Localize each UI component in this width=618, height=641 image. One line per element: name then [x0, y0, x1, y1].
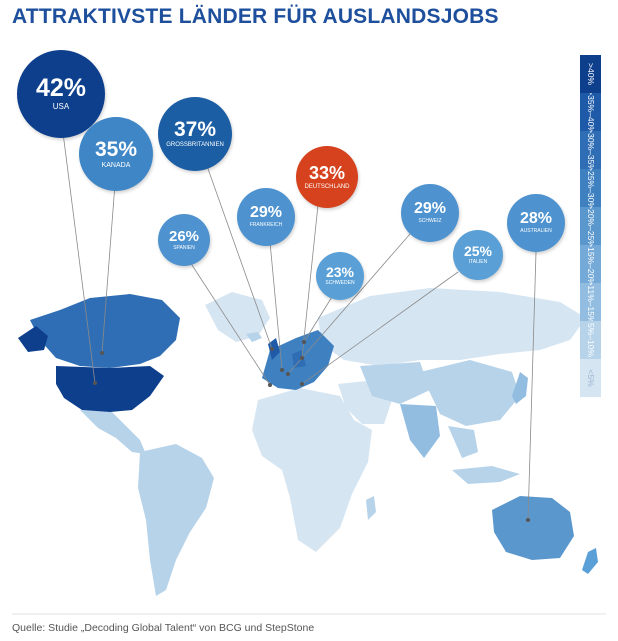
leader-it [301, 271, 459, 385]
bubble-es-pct: 26% [168, 227, 200, 245]
bubble-it-label: ITALIEN [468, 259, 488, 266]
southeast-asia [448, 426, 478, 458]
australia-shape [492, 496, 574, 560]
mexico-central-america [80, 410, 146, 454]
leader-gb [206, 165, 273, 350]
bubble-kanada-label: KANADA [101, 161, 131, 169]
bubble-ch-pct: 29% [413, 200, 447, 218]
bubble-it: 25% ITALIEN [453, 230, 503, 280]
legend-item: <5% [580, 359, 601, 397]
bubble-fr: 29% FRANKREICH [237, 188, 295, 246]
bubble-usa: 42% USA [17, 50, 105, 138]
bubble-fr-pct: 29% [249, 204, 283, 222]
leader-usa [61, 124, 96, 384]
central-asia [360, 362, 430, 404]
bubble-ch: 29% SCHWEIZ [401, 184, 459, 242]
leader-lines [61, 124, 537, 521]
bubble-es: 26% SPANIEN [158, 214, 210, 266]
legend-item: >40% [580, 55, 601, 93]
africa [252, 388, 372, 552]
leader-dots [93, 340, 530, 522]
leader-au [527, 251, 537, 521]
japan [512, 372, 528, 404]
leader-ch [287, 233, 411, 375]
canada-shape [30, 294, 180, 368]
bubble-gb-label: GROSSBRITANNIEN [166, 142, 224, 149]
bubble-it-pct: 25% [463, 243, 493, 260]
dot-es [268, 383, 272, 387]
bubble-gb: 37% GROSSBRITANNIEN [158, 97, 232, 171]
china [420, 360, 520, 426]
bubble-se-label: SCHWEDEN [325, 280, 355, 287]
madagascar [366, 496, 376, 520]
bubble-de-pct: 33% [308, 162, 346, 183]
leader-de [301, 204, 319, 359]
map-title: ATTRAKTIVSTE LÄNDER FÜR AUSLANDSJOBS [12, 5, 499, 28]
dot-se [302, 340, 306, 344]
bubble-usa-label: USA [52, 102, 70, 112]
bubble-ch-label: SCHWEIZ [418, 218, 442, 225]
bubble-au-pct: 28% [519, 210, 553, 228]
alaska-shape [18, 326, 48, 352]
bubble-kanada-pct: 35% [94, 137, 138, 161]
bubble-gb-pct: 37% [173, 118, 217, 142]
dot-it [300, 382, 304, 386]
dot-usa [93, 381, 97, 385]
indonesia [452, 466, 520, 484]
bubble-fr-label: FRANKREICH [249, 222, 283, 229]
bubble-se: 23% SCHWEDEN [316, 252, 364, 300]
dot-de [300, 356, 304, 360]
legend-item: 5%–10% [580, 321, 601, 359]
legend-item: >20%–25% [580, 207, 601, 245]
bubble-es-label: SPANIEN [173, 244, 195, 251]
legend-item: >35%–40% [580, 93, 601, 131]
bubble-au-label: AUSTRALIEN [520, 228, 552, 235]
bubble-se-pct: 23% [325, 264, 355, 281]
legend-item: >15%–20% [580, 245, 601, 283]
legend: >40% >35%–40% >30%–35% >25%–30% >20%–25%… [580, 55, 601, 397]
dot-fr [280, 368, 284, 372]
bubble-usa-pct: 42% [35, 74, 87, 103]
bubble-de: 33% DEUTSCHLAND [296, 146, 358, 208]
land-base [80, 288, 598, 596]
legend-item: >30%–35% [580, 131, 601, 169]
dot-kanada [100, 351, 104, 355]
legend-item: >25%–30% [580, 169, 601, 207]
iceland [246, 332, 262, 342]
dot-gb [270, 347, 274, 351]
south-america [138, 444, 214, 596]
russia [318, 288, 586, 366]
bubble-de-label: DEUTSCHLAND [304, 183, 350, 190]
india [400, 404, 440, 458]
leader-es [189, 261, 271, 386]
leader-se [303, 291, 336, 343]
greenland [205, 292, 270, 342]
bubble-kanada: 35% KANADA [79, 117, 153, 191]
bubble-au: 28% AUSTRALIEN [507, 194, 565, 252]
source-note: Quelle: Studie „Decoding Global Talent“ … [12, 622, 315, 634]
leader-fr [269, 241, 283, 371]
dot-ch [286, 372, 290, 376]
dot-au [526, 518, 530, 522]
leader-kanada [101, 183, 116, 354]
new-zealand [582, 548, 598, 574]
usa-shape [56, 366, 164, 412]
legend-item: >11%–15% [580, 283, 601, 321]
